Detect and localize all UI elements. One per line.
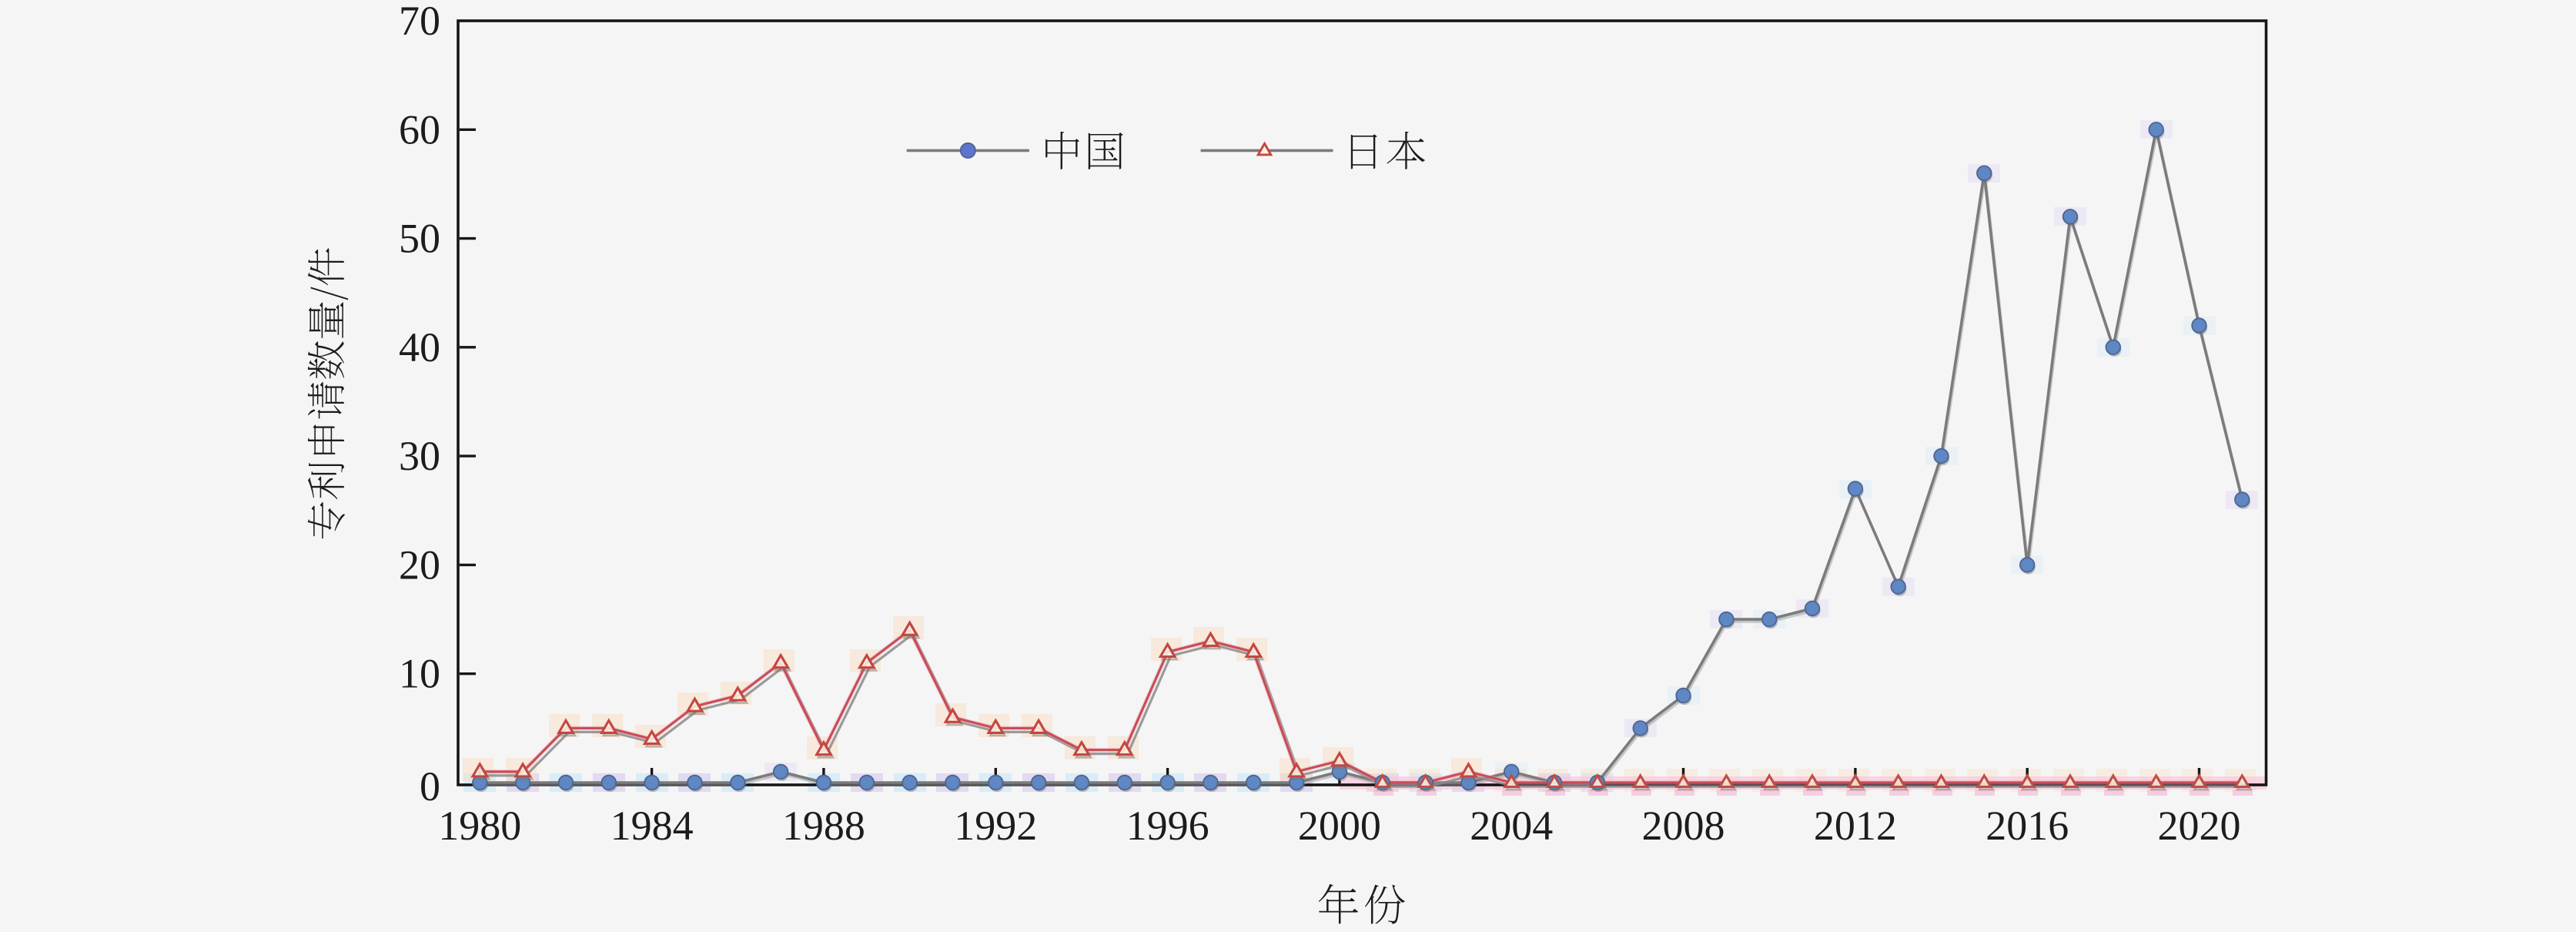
svg-text:1984: 1984 bbox=[611, 803, 694, 849]
svg-text:1980: 1980 bbox=[438, 803, 521, 849]
svg-text:60: 60 bbox=[399, 106, 440, 153]
svg-text:2016: 2016 bbox=[1986, 803, 2069, 849]
svg-text:30: 30 bbox=[399, 433, 440, 479]
svg-text:1992: 1992 bbox=[954, 803, 1037, 849]
svg-text:10: 10 bbox=[399, 651, 440, 697]
svg-text:2012: 2012 bbox=[1814, 803, 1897, 849]
svg-text:2004: 2004 bbox=[1470, 803, 1553, 849]
svg-text:70: 70 bbox=[399, 0, 440, 44]
svg-text:2000: 2000 bbox=[1298, 803, 1381, 849]
svg-text:1988: 1988 bbox=[782, 803, 865, 849]
svg-text:2008: 2008 bbox=[1642, 803, 1725, 849]
svg-text:2020: 2020 bbox=[2158, 803, 2241, 849]
svg-text:0: 0 bbox=[420, 763, 440, 810]
svg-text:50: 50 bbox=[399, 216, 440, 262]
svg-text:20: 20 bbox=[399, 541, 440, 588]
svg-text:40: 40 bbox=[399, 324, 440, 370]
svg-text:1996: 1996 bbox=[1126, 803, 1209, 849]
